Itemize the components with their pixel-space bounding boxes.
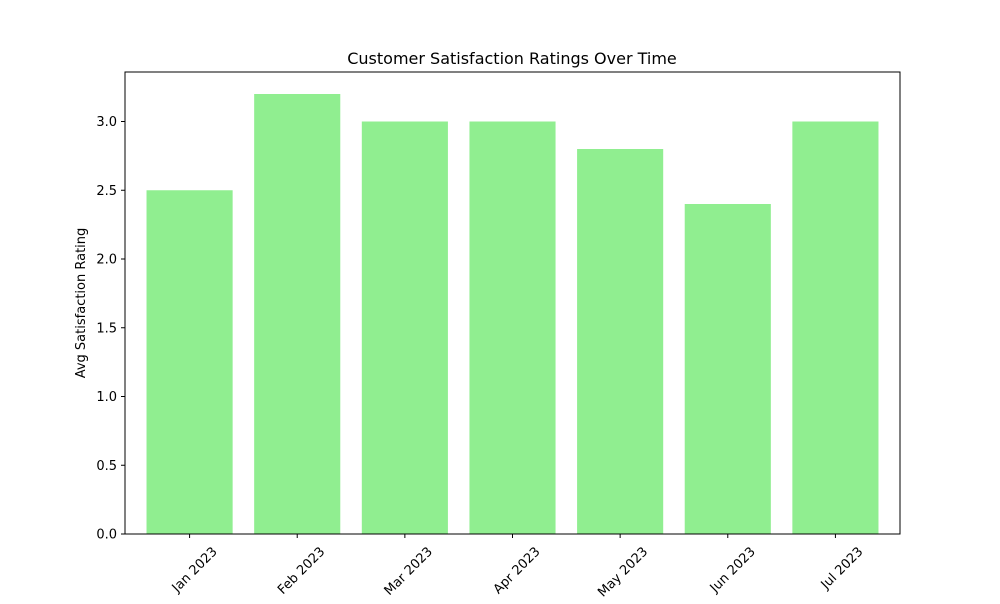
y-ticks-layer: 0.0 0.5 1.0 1.5 2.0 2.5 3.0	[96, 115, 125, 543]
bar	[684, 204, 771, 534]
bar	[577, 149, 664, 534]
bar	[469, 121, 556, 534]
bar	[254, 94, 341, 534]
bars-layer	[146, 94, 879, 534]
x-tick-label: Jan 2023	[169, 544, 221, 596]
y-tick-label: 3.0	[96, 115, 117, 130]
chart-title: Customer Satisfaction Ratings Over Time	[347, 49, 677, 68]
x-tick-label: Jun 2023	[707, 544, 759, 596]
y-tick-label: 2.5	[96, 184, 117, 199]
y-tick-label: 0.5	[96, 459, 117, 474]
bar	[792, 121, 879, 534]
x-tick-label: Jul 2023	[818, 544, 867, 593]
y-tick-label: 0.0	[96, 528, 117, 543]
x-tick-label: Mar 2023	[382, 544, 436, 598]
y-tick-label: 2.0	[96, 253, 117, 268]
x-tick-label: May 2023	[595, 544, 651, 600]
y-axis-label: Avg Satisfaction Rating	[74, 228, 89, 379]
bar	[361, 121, 448, 534]
x-tick-label: Feb 2023	[275, 544, 328, 597]
bar	[146, 190, 233, 534]
plot-area-frame	[124, 71, 901, 535]
x-tick-label: Apr 2023	[491, 544, 544, 597]
y-tick-label: 1.0	[96, 390, 117, 405]
y-tick-label: 1.5	[96, 321, 117, 336]
x-ticks-layer: Jan 2023 Feb 2023 Mar 2023 Apr 2023 May 2023…	[169, 534, 867, 600]
